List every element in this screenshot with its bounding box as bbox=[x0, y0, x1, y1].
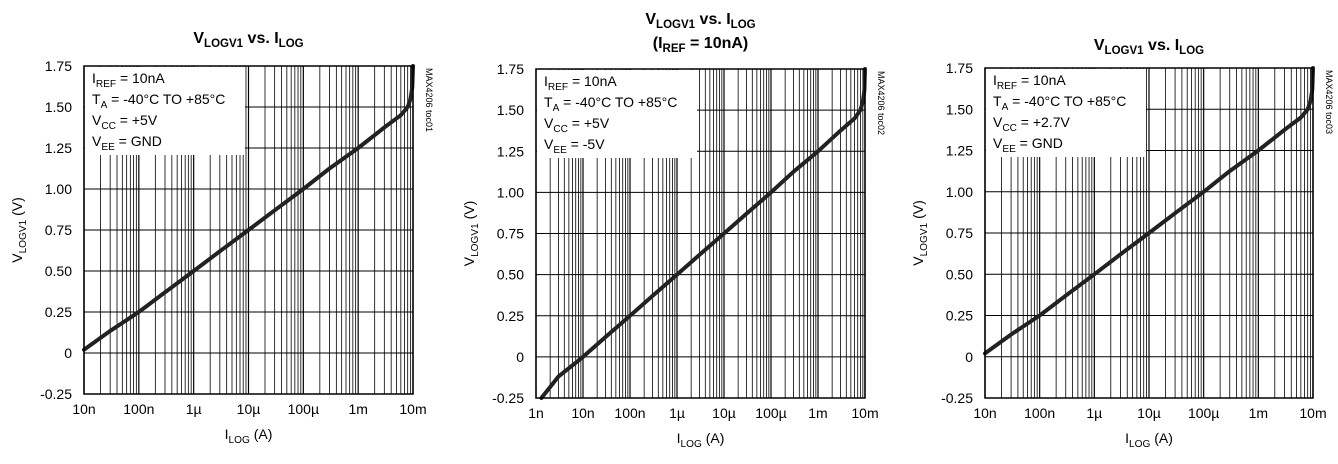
x-tick-label: 10µ bbox=[1137, 405, 1161, 421]
annotation-line: IREF​ = 10nA bbox=[993, 72, 1066, 92]
x-tick-label: 1µ bbox=[1086, 405, 1102, 421]
y-tick-label: 0.75 bbox=[497, 226, 524, 242]
x-tick-label: 1m bbox=[808, 405, 827, 421]
plot-frame bbox=[83, 65, 414, 395]
y-tick-label: -0.25 bbox=[492, 390, 524, 406]
y-tick-label: 1.50 bbox=[45, 99, 72, 115]
annotation-line: TA​ = -40°C TO +85°C bbox=[92, 91, 225, 111]
y-tick-label: 1.25 bbox=[497, 143, 524, 159]
x-tick-label: 1µ bbox=[669, 405, 685, 421]
y-tick-label: 0 bbox=[64, 345, 72, 361]
x-tick-label: 100n bbox=[1024, 405, 1055, 421]
y-tick-label: 1.25 bbox=[45, 140, 72, 156]
y-tick-label: 1.75 bbox=[45, 58, 72, 74]
chart-title: VLOGV1​ vs. ILOG​ bbox=[193, 30, 303, 50]
y-axis-label: VLOGV1​ (V) bbox=[461, 201, 481, 267]
x-tick-label: 1m bbox=[348, 401, 367, 417]
y-tick-label: -0.25 bbox=[40, 386, 72, 402]
y-tick-label: 1.50 bbox=[497, 102, 524, 118]
y-tick-label: 0.75 bbox=[946, 225, 973, 241]
figure-code: MAX4206 toc01 bbox=[424, 68, 434, 132]
figure-code: MAX4206 toc03 bbox=[1324, 70, 1334, 134]
plot-frame bbox=[984, 67, 1314, 399]
annotation-background bbox=[537, 70, 697, 158]
x-tick-label: 10µ bbox=[237, 401, 261, 417]
x-axis-label: ILOG​ (A) bbox=[677, 430, 725, 450]
chart-panel-2: VLOGV1​ vs. ILOG​ (IREF​ = 10nA) IREF​ = 1… bbox=[461, 11, 886, 450]
x-tick-label: 100n bbox=[123, 401, 154, 417]
y-tick-label: 0.50 bbox=[946, 266, 973, 282]
y-tick-label: 1.75 bbox=[497, 61, 524, 77]
annotation-line: TA​ = -40°C TO +85°C bbox=[544, 94, 677, 114]
y-tick-label: 1.25 bbox=[946, 143, 973, 159]
series-line-1 bbox=[82, 64, 415, 352]
y-tick-label: 1.00 bbox=[946, 184, 973, 200]
annotation-line: TA​ = -40°C TO +85°C bbox=[993, 93, 1126, 113]
annotation-line: IREF​ = 10nA bbox=[544, 73, 617, 93]
y-tick-label: -0.25 bbox=[941, 390, 973, 406]
y-tick-label: 1.00 bbox=[497, 184, 524, 200]
y-tick-label: 0 bbox=[516, 349, 524, 365]
y-tick-label: 0.50 bbox=[45, 263, 72, 279]
plot-frame bbox=[535, 68, 866, 399]
annotation-line: VCC​ = +2.7V bbox=[993, 114, 1070, 134]
annotation-background bbox=[986, 69, 1146, 157]
series-line-1 bbox=[539, 67, 867, 400]
x-axis-label: ILOG​ (A) bbox=[1125, 430, 1173, 450]
x-tick-label: 100µ bbox=[1188, 405, 1219, 421]
y-axis-label: VLOGV1​ (V) bbox=[910, 200, 930, 266]
x-tick-label: 10n bbox=[72, 401, 95, 417]
x-tick-label: 100µ bbox=[755, 405, 786, 421]
x-tick-label: 10m bbox=[851, 405, 878, 421]
figure-code: MAX4206 toc02 bbox=[876, 71, 886, 135]
y-tick-label: 0 bbox=[965, 349, 973, 365]
series-line-1 bbox=[983, 66, 1315, 356]
y-tick-label: 1.75 bbox=[946, 60, 973, 76]
x-tick-label: 1n bbox=[528, 405, 544, 421]
x-tick-label: 1µ bbox=[186, 401, 202, 417]
x-tick-label: 10m bbox=[399, 401, 426, 417]
x-tick-label: 10µ bbox=[712, 405, 736, 421]
y-tick-label: 1.50 bbox=[946, 101, 973, 117]
annotation-line: VEE​ = GND bbox=[993, 135, 1063, 155]
x-axis-label: ILOG​ (A) bbox=[225, 426, 273, 446]
chart-title: (IREF​ = 10nA) bbox=[653, 35, 749, 55]
x-tick-label: 1m bbox=[1249, 405, 1268, 421]
y-axis-label: VLOGV1​ (V) bbox=[9, 197, 29, 263]
x-tick-label: 100n bbox=[614, 405, 645, 421]
annotation-line: VEE​ = -5V bbox=[544, 136, 605, 156]
chart-title: VLOGV1​ vs. ILOG​ bbox=[1094, 37, 1204, 57]
y-tick-label: 0.25 bbox=[45, 304, 72, 320]
x-tick-label: 100µ bbox=[288, 401, 319, 417]
annotation-background bbox=[85, 67, 245, 155]
annotation-line: VCC​ = +5V bbox=[544, 115, 610, 135]
y-tick-label: 0.50 bbox=[497, 267, 524, 283]
y-tick-label: 0.25 bbox=[497, 308, 524, 324]
y-tick-label: 1.00 bbox=[45, 181, 72, 197]
annotation-line: VCC​ = +5V bbox=[92, 112, 158, 132]
y-tick-label: 0.25 bbox=[946, 308, 973, 324]
x-tick-label: 10n bbox=[571, 405, 594, 421]
annotation-line: VEE​ = GND bbox=[92, 133, 162, 153]
x-tick-label: 10m bbox=[1299, 405, 1326, 421]
y-tick-label: 0.75 bbox=[45, 222, 72, 238]
annotation-line: IREF​ = 10nA bbox=[92, 70, 165, 90]
x-tick-label: 10n bbox=[973, 405, 996, 421]
chart-title: VLOGV1​ vs. ILOG​ bbox=[645, 11, 755, 31]
